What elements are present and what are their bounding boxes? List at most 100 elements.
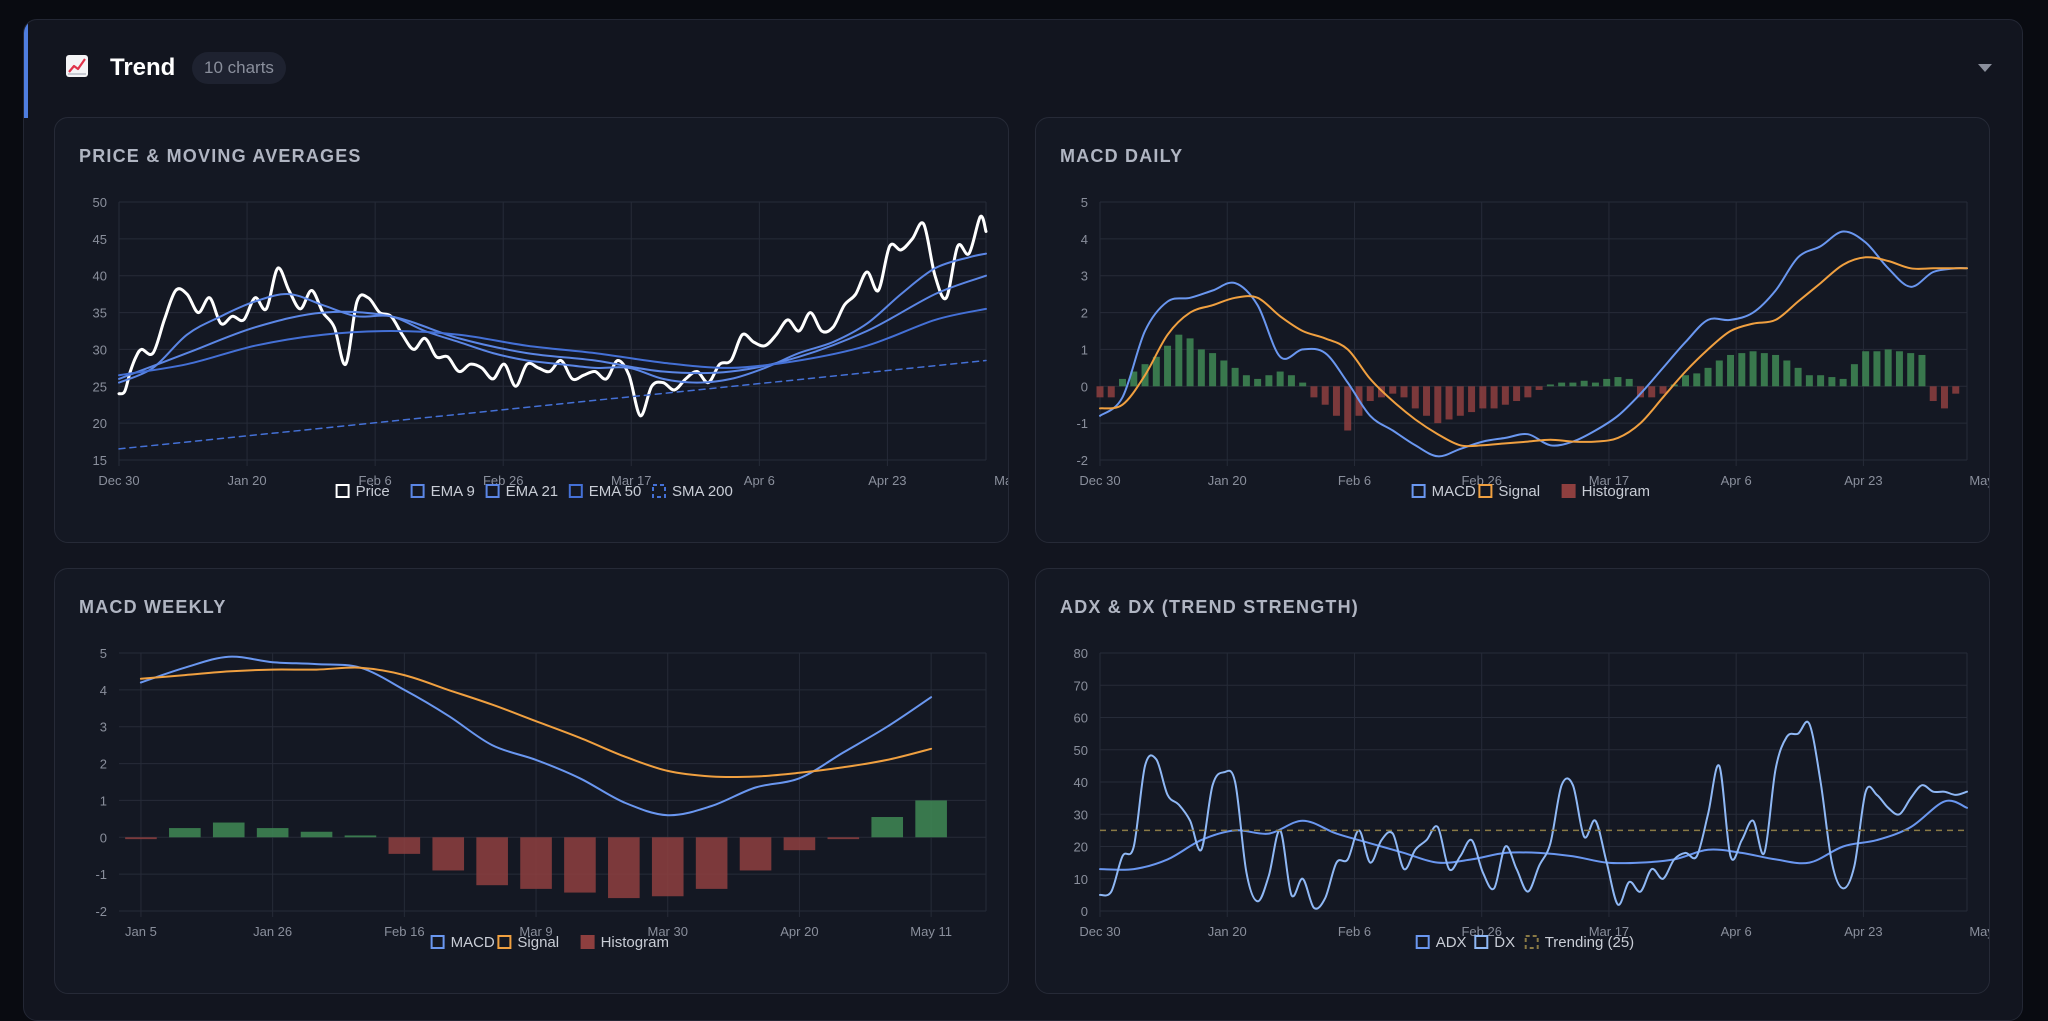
legend: MACD Signal Histogram xyxy=(430,934,669,951)
chevron-down-icon[interactable] xyxy=(1978,64,1992,72)
histogram-bar xyxy=(1096,386,1104,398)
histogram-bar xyxy=(1929,386,1937,402)
histogram-bar xyxy=(739,837,772,871)
macd-daily-card: MACD DAILY -2 -1 0 1 2 3 4 5 Dec 30 Jan 20 Feb 6 Fe… xyxy=(1035,117,1990,543)
histogram-bar xyxy=(1287,375,1295,387)
legend-item: EMA 21 xyxy=(485,483,558,500)
x-tick-label: Dec 30 xyxy=(1079,924,1120,939)
y-tick-label: -1 xyxy=(95,867,107,882)
y-tick-label: -1 xyxy=(1076,416,1088,431)
legend-swatch xyxy=(652,484,666,498)
y-tick-label: 3 xyxy=(100,720,107,735)
histogram-bar xyxy=(1254,378,1262,387)
chart-count-badge: 10 charts xyxy=(192,52,286,84)
y-tick-label: 1 xyxy=(100,793,107,808)
histogram-bar xyxy=(1625,378,1633,387)
legend-item: EMA 50 xyxy=(568,483,641,500)
grid xyxy=(1099,652,1968,917)
histogram-bar xyxy=(1490,386,1498,409)
x-tick-label: Apr 23 xyxy=(1844,924,1882,939)
x-tick-label: Jan 20 xyxy=(1208,473,1247,488)
legend-item: MACD xyxy=(1411,483,1476,500)
histogram-bar xyxy=(1265,375,1273,387)
y-tick-label: 30 xyxy=(1074,807,1088,822)
histogram-series xyxy=(125,800,947,899)
legend-label: Histogram xyxy=(601,934,669,951)
x-tick-label: Apr 6 xyxy=(1721,473,1752,488)
x-tick-label: Dec 30 xyxy=(98,473,139,488)
y-tick-label: 4 xyxy=(1081,232,1088,247)
histogram-bar xyxy=(1501,386,1509,405)
histogram-bar xyxy=(169,828,201,838)
legend-swatch xyxy=(1478,484,1493,498)
legend-label: Trending (25) xyxy=(1545,934,1635,951)
x-tick-label: Feb 6 xyxy=(1338,924,1371,939)
histogram-bar xyxy=(388,837,421,854)
histogram-bar xyxy=(1873,351,1881,387)
histogram-bar xyxy=(1839,378,1847,387)
histogram-bar xyxy=(1884,349,1892,387)
x-tick-label: May 12 xyxy=(994,473,1008,488)
x-tick-label: Feb 26 xyxy=(1461,924,1501,939)
y-tick-label: 35 xyxy=(93,306,107,321)
sma-200-line xyxy=(118,359,987,450)
y-tick-label: 2 xyxy=(1081,306,1088,321)
ema-9-line xyxy=(118,252,987,384)
legend-swatch xyxy=(410,484,425,498)
histogram-bar xyxy=(1614,377,1622,387)
x-tick-label: Apr 23 xyxy=(868,473,906,488)
histogram-bar xyxy=(1727,354,1735,387)
price-line xyxy=(117,214,988,418)
section-header[interactable]: Trend 10 charts xyxy=(24,20,2022,118)
x-tick-label: Mar 30 xyxy=(647,924,687,939)
histogram-bar xyxy=(1332,386,1340,416)
legend-swatch xyxy=(1474,935,1489,949)
chart-increasing-icon xyxy=(66,55,88,77)
section-title: Trend xyxy=(110,54,176,81)
histogram-bar xyxy=(1772,354,1780,387)
histogram-bar xyxy=(344,835,377,838)
histogram-bar xyxy=(1940,386,1948,409)
legend-item: Trending (25) xyxy=(1524,934,1635,951)
x-tick-label: Jan 26 xyxy=(253,924,292,939)
histogram-bar xyxy=(1400,386,1408,398)
histogram-bar xyxy=(1715,360,1723,387)
legend-label: DX xyxy=(1494,934,1515,951)
legend: MACD Signal Histogram xyxy=(1411,483,1650,500)
histogram-bar xyxy=(1850,364,1858,387)
histogram-bar xyxy=(1760,353,1768,387)
y-tick-label: 1 xyxy=(1081,342,1088,357)
histogram-bar xyxy=(1186,338,1194,387)
x-tick-label: Jan 5 xyxy=(125,924,157,939)
histogram-bar xyxy=(915,800,947,838)
legend-label: Signal xyxy=(517,934,559,951)
histogram-bar xyxy=(564,837,596,893)
y-tick-label: 20 xyxy=(93,416,107,431)
y-tick-label: 80 xyxy=(1074,646,1088,661)
histogram-bar xyxy=(1952,386,1960,394)
legend-label: MACD xyxy=(451,934,495,951)
histogram-bar xyxy=(1704,367,1712,387)
histogram-bar xyxy=(1220,360,1228,387)
y-tick-label: 40 xyxy=(93,269,107,284)
x-tick-label: Apr 23 xyxy=(1844,473,1882,488)
adx-dx-chart: 0 10 20 30 40 50 60 70 80 Dec 30 Jan 20 Feb 6 Feb 26… xyxy=(1074,646,1989,951)
histogram-bar xyxy=(1299,382,1307,387)
card-title: ADX & DX (TREND STRENGTH) xyxy=(1060,597,1359,617)
legend-item: Price xyxy=(335,483,390,500)
legend: ADX DX Trending (25) xyxy=(1415,934,1635,951)
histogram-bar xyxy=(1749,351,1757,387)
y-tick-label: 15 xyxy=(93,453,107,468)
legend-swatch xyxy=(1411,484,1426,498)
x-tick-label: Jan 20 xyxy=(228,473,267,488)
histogram-bar xyxy=(1805,375,1813,387)
x-tick-label: May 12 xyxy=(1969,924,1989,939)
histogram-bar xyxy=(1558,382,1566,387)
histogram-bar xyxy=(1862,351,1870,387)
histogram-bar xyxy=(1524,386,1532,398)
histogram-bar xyxy=(827,837,860,840)
legend-label: Histogram xyxy=(1582,483,1650,500)
histogram-bar xyxy=(1423,386,1431,416)
histogram-bar xyxy=(212,822,245,838)
